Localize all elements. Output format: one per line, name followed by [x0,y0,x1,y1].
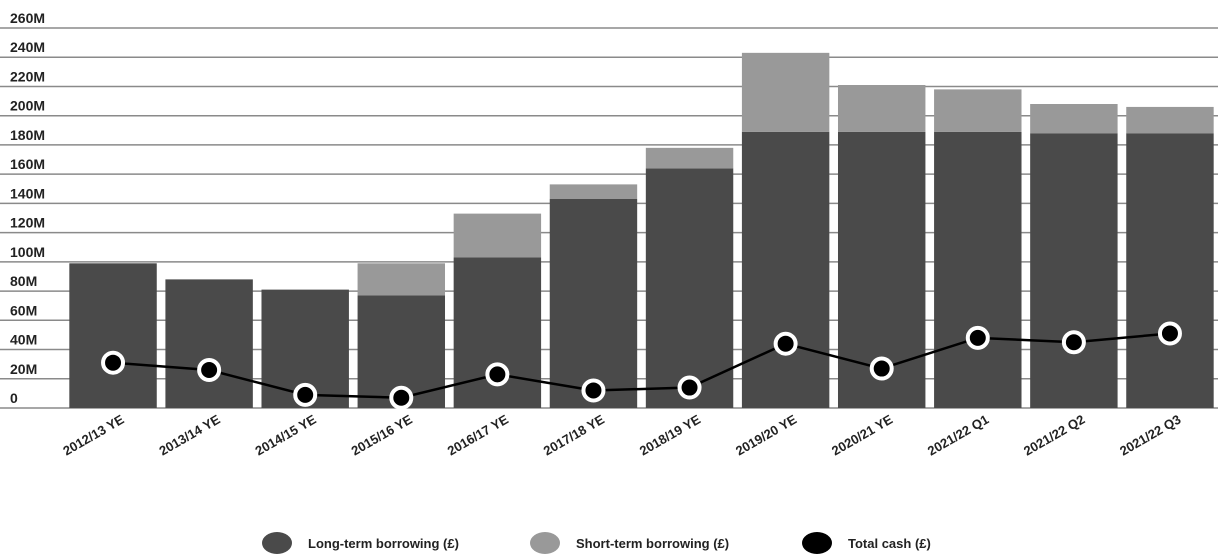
y-tick-label: 180M [10,127,45,143]
bars [69,52,1214,408]
x-tick-label: 2012/13 YE [60,411,126,458]
y-tick-label: 80M [10,273,37,289]
y-tick-label: 220M [10,68,45,84]
cash-point [773,331,798,356]
y-tick-label: 60M [10,302,37,318]
x-tick-label: 2014/15 YE [253,411,319,458]
bar-short-term [837,85,926,132]
y-tick-label: 120M [10,215,45,231]
x-tick-label: 2020/21 YE [829,411,895,458]
bar-long-term [69,263,157,408]
x-tick-label: 2015/16 YE [349,411,415,458]
bar-short-term [645,147,734,169]
legend-item-long-term: Long-term borrowing (£) [262,532,459,554]
x-tick-label: 2018/19 YE [637,411,703,458]
y-tick-label: 40M [10,332,37,348]
cash-point [293,382,318,407]
cash-line [101,321,1182,410]
y-tick-label: 160M [10,156,45,172]
legend-item-short-term: Short-term borrowing (£) [530,532,729,554]
chart: 0 20M 40M 60M 80M 100M 120M 140M 160M 180M 200M 220… [0,10,1218,459]
x-tick-label: 2017/18 YE [541,411,607,458]
y-tick-label: 260M [10,10,45,26]
bar-long-term [1030,133,1118,408]
cash-line-path [112,332,1171,400]
cash-point [965,325,990,350]
legend-label-long-term: Long-term borrowing (£) [308,535,459,551]
legend-swatch-short-term [530,532,560,554]
y-axis-ticks: 0 20M 40M 60M 80M 100M 120M 140M 160M 180M 200M 220… [10,10,45,406]
cash-point [1061,330,1086,355]
x-tick-label: 2021/22 Q2 [1021,412,1087,459]
bar-long-term [645,168,734,408]
y-tick-label: 100M [10,244,45,260]
y-tick-label: 200M [10,98,45,114]
legend: Long-term borrowing (£) Short-term borro… [0,526,1232,556]
bar-short-term [453,213,542,258]
cash-point [1157,321,1182,346]
bar-long-term [741,131,830,408]
x-tick-label: 2021/22 Q3 [1117,412,1183,459]
bar-short-term [741,52,830,132]
x-tick-label: 2021/22 Q1 [925,412,991,459]
bar-long-term [1126,133,1214,408]
x-tick-label: 2016/17 YE [445,411,511,458]
y-tick-label: 140M [10,185,45,201]
bar-short-term [549,184,638,199]
legend-label-total-cash: Total cash (£) [848,535,931,551]
legend-item-total-cash: Total cash (£) [802,532,931,554]
bar-long-term [934,131,1022,408]
cash-point [869,356,894,381]
bar-short-term [357,263,446,296]
legend-label-short-term: Short-term borrowing (£) [576,535,730,551]
bar-long-term [165,279,253,408]
cash-point [581,378,606,403]
y-tick-label: 240M [10,39,45,55]
cash-point [389,385,414,410]
bar-short-term [934,89,1022,132]
x-tick-label: 2013/14 YE [156,411,222,458]
x-tick-label: 2019/20 YE [733,411,799,458]
cash-point [485,362,510,387]
bar-long-term [549,199,638,408]
y-tick-label: 20M [10,361,37,377]
legend-swatch-long-term [262,532,292,554]
bar-short-term [1030,104,1118,134]
cash-point [101,350,126,375]
legend-swatch-total-cash [802,532,832,554]
x-axis-ticks: 2012/13 YE 2013/14 YE 2014/15 YE 2015/16 YE… [60,411,1183,458]
y-tick-label: 0 [10,390,18,406]
bar-short-term [1126,106,1214,134]
cash-point [197,358,222,382]
cash-point [677,375,702,400]
